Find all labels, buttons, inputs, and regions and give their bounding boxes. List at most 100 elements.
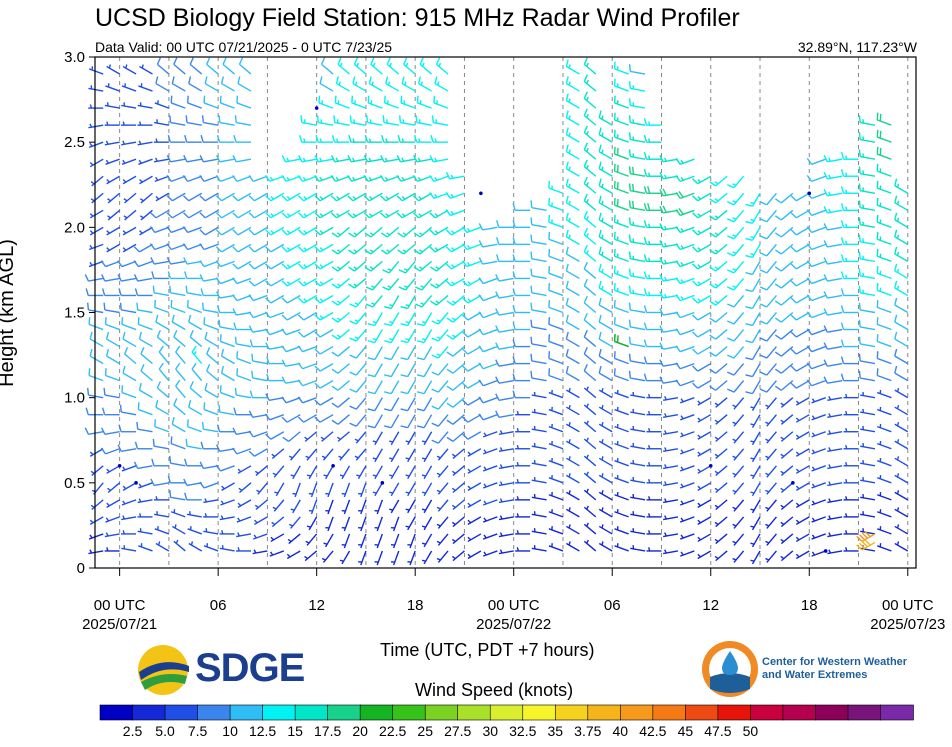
barb-full: [265, 342, 270, 350]
wind-barb: [598, 178, 613, 194]
barb-staff: [630, 428, 646, 433]
wind-barb: [531, 459, 547, 467]
barb-staff: [221, 209, 235, 219]
wind-barb: [133, 260, 153, 268]
barb-staff: [419, 243, 433, 255]
barb-half: [319, 213, 324, 217]
barb-full: [616, 198, 619, 207]
colorbar-swatch: [685, 704, 719, 721]
barb-staff: [337, 346, 350, 357]
barb-full: [314, 280, 321, 287]
barb-staff: [733, 363, 745, 376]
barb-full: [331, 134, 336, 143]
wind-barb: [237, 76, 252, 92]
barb-staff: [105, 323, 120, 331]
barb-full: [189, 381, 194, 389]
barb-half: [586, 216, 589, 221]
wind-barb: [139, 226, 153, 236]
barb-full: [430, 283, 437, 289]
barb-half: [369, 232, 374, 236]
wind-barb: [233, 134, 251, 143]
barb-half: [714, 470, 719, 474]
wind-barb: [254, 499, 268, 511]
barb-staff: [106, 499, 120, 508]
barb-half: [354, 302, 359, 306]
barb-staff: [423, 363, 433, 377]
barb-full: [431, 115, 434, 123]
wind-barb: [498, 430, 514, 436]
wind-barb: [314, 294, 334, 304]
barb-staff: [498, 311, 514, 316]
barb-half: [421, 321, 426, 324]
barb-staff: [140, 209, 153, 221]
wind-barb: [199, 243, 219, 251]
wind-barb: [823, 291, 843, 299]
wind-barb: [347, 209, 367, 219]
barb-full: [858, 319, 861, 328]
wind-barb: [566, 387, 580, 399]
wind-barb: [548, 475, 564, 484]
barb-staff: [374, 312, 383, 326]
barb-half: [353, 283, 358, 287]
barb-half: [352, 196, 357, 200]
barb-staff: [336, 209, 350, 219]
barb-staff: [566, 117, 580, 126]
barb-staff: [91, 192, 104, 204]
barb-half: [421, 525, 426, 528]
barb-staff: [105, 374, 120, 382]
wind-barb: [860, 408, 876, 416]
wind-barb: [274, 482, 285, 497]
wind-barb: [400, 397, 416, 412]
wind-barb: [265, 226, 285, 236]
wind-barb: [759, 312, 777, 325]
barb-staff: [877, 204, 892, 211]
wind-barb: [759, 346, 777, 359]
barb-staff: [409, 533, 416, 549]
wind-barb: [765, 465, 777, 478]
wind-barb: [446, 311, 465, 323]
barb-half: [420, 81, 424, 86]
barb-half: [664, 498, 667, 503]
barb-staff: [254, 516, 268, 526]
barb-staff: [407, 448, 416, 463]
barb-full: [613, 351, 616, 359]
wind-barb: [436, 550, 449, 563]
barb-staff: [860, 462, 876, 467]
barb-half: [451, 521, 456, 526]
wind-barb: [566, 507, 580, 518]
wind-barb: [613, 248, 629, 263]
wind-barb: [218, 319, 235, 331]
barb-staff: [630, 70, 646, 75]
wind-barb: [860, 494, 876, 501]
barb-full: [613, 334, 616, 342]
barb-half: [302, 157, 306, 162]
barb-full: [429, 212, 436, 219]
barb-half: [90, 181, 95, 185]
barb-half: [421, 457, 426, 460]
barb-staff: [583, 353, 597, 365]
barb-full: [318, 95, 321, 104]
barb-full: [248, 280, 255, 287]
wind-barb: [531, 511, 547, 518]
wind-barb: [566, 524, 580, 535]
barb-half: [828, 515, 832, 520]
barb-full: [349, 405, 357, 410]
barb-staff: [482, 362, 498, 370]
barb-full: [380, 195, 387, 202]
barb-half: [601, 456, 604, 461]
wind-barb: [121, 530, 137, 535]
barb-staff: [697, 414, 712, 423]
wind-barb: [349, 363, 367, 376]
barb-staff: [188, 82, 203, 92]
barb-half: [586, 250, 589, 255]
barb-staff: [614, 408, 629, 416]
barb-staff: [302, 379, 317, 387]
wind-barb: [219, 530, 235, 535]
barb-staff: [548, 323, 564, 331]
barb-half: [732, 217, 737, 220]
wind-barb: [598, 473, 613, 484]
barb-half: [680, 415, 684, 420]
barb-half: [795, 417, 800, 422]
y-tick-label: 3.0: [64, 49, 85, 66]
barb-full: [166, 195, 173, 202]
